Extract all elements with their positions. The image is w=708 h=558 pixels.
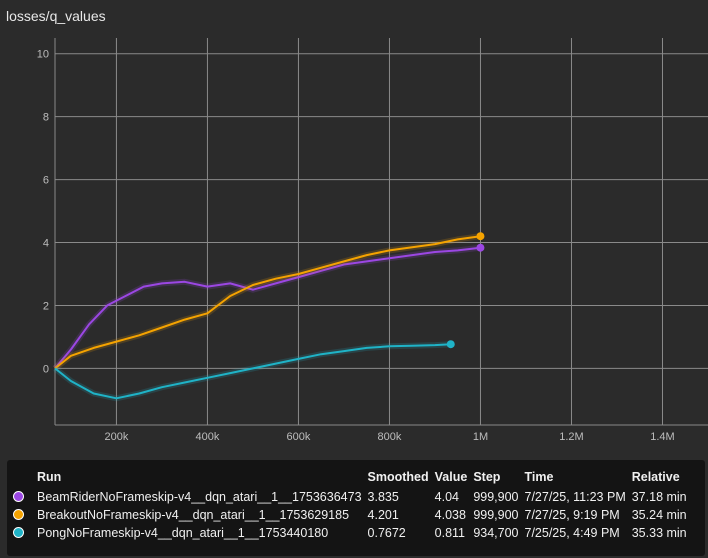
step-value: 999,900 — [473, 490, 519, 504]
time-value: 7/25/25, 4:49 PM — [524, 526, 620, 540]
series-raw-band — [53, 341, 451, 402]
col-time: Time — [524, 470, 554, 484]
series-endpoint — [446, 340, 455, 349]
series-layer — [52, 232, 485, 402]
series-color-dot — [13, 527, 24, 538]
y-tick-label: 0 — [43, 363, 49, 375]
series-endpoint — [476, 243, 485, 252]
line-chart[interactable]: 0 2 4 6 8 10 200k 400k 600k 800k 1M 1.2M 1.4M — [0, 0, 708, 460]
run-name: PongNoFrameskip-v4__dqn_atari__1__175344… — [37, 526, 329, 540]
x-tick-label: 1M — [473, 431, 488, 443]
time-value: 7/27/25, 11:23 PM — [524, 490, 626, 504]
raw-value: 0.811 — [434, 526, 465, 540]
axis-ticks: 0 2 4 6 8 10 200k 400k 600k 800k 1M 1.2M 1.4M — [37, 49, 675, 443]
raw-value: 4.038 — [434, 508, 466, 522]
smoothed-value: 0.7672 — [367, 526, 406, 540]
col-value: Value — [434, 470, 468, 484]
step-value: 934,700 — [473, 526, 519, 540]
col-relative: Relative — [631, 470, 680, 484]
tooltip-table: Run Smoothed Value Step Time Relative Be… — [13, 468, 693, 542]
table-row: BeamRiderNoFrameskip-v4__dqn_atari__1__1… — [13, 488, 693, 506]
x-tick-label: 1.2M — [559, 431, 583, 443]
y-tick-label: 4 — [43, 238, 49, 250]
x-tick-label: 400k — [196, 431, 220, 443]
col-smoothed: Smoothed — [367, 470, 429, 484]
series-raw-band — [52, 244, 481, 371]
relative-value: 35.33 min — [631, 526, 687, 540]
time-value: 7/27/25, 9:19 PM — [524, 508, 620, 522]
chart-grid — [54, 38, 708, 426]
table-row: BreakoutNoFrameskip-v4__dqn_atari__1__17… — [13, 506, 693, 524]
series-line[interactable] — [54, 246, 481, 370]
smoothed-value: 4.201 — [367, 508, 399, 522]
run-name: BeamRiderNoFrameskip-v4__dqn_atari__1__1… — [37, 490, 362, 504]
col-run: Run — [37, 470, 62, 484]
relative-value: 35.24 min — [631, 508, 687, 522]
chart-title: losses/q_values — [6, 8, 106, 24]
run-name: BreakoutNoFrameskip-v4__dqn_atari__1__17… — [37, 508, 350, 522]
x-tick-label: 800k — [378, 431, 402, 443]
series-color-dot — [13, 491, 24, 502]
hover-tooltip: Run Smoothed Value Step Time Relative Be… — [7, 460, 705, 556]
relative-value: 37.18 min — [631, 490, 687, 504]
x-tick-label: 1.4M — [650, 431, 674, 443]
y-tick-label: 6 — [43, 175, 49, 187]
step-value: 999,900 — [473, 508, 519, 522]
series-color-dot — [13, 509, 24, 520]
smoothed-value: 3.835 — [367, 490, 399, 504]
raw-value: 4.04 — [434, 490, 459, 504]
table-row: PongNoFrameskip-v4__dqn_atari__1__175344… — [13, 524, 693, 542]
series-line[interactable] — [54, 343, 451, 400]
y-tick-label: 10 — [37, 49, 49, 61]
x-tick-label: 200k — [105, 431, 129, 443]
series-endpoint — [476, 232, 485, 241]
col-step: Step — [473, 470, 501, 484]
y-tick-label: 2 — [43, 300, 49, 312]
y-tick-label: 8 — [43, 112, 49, 124]
x-tick-label: 600k — [287, 431, 311, 443]
series-line[interactable] — [54, 235, 481, 370]
